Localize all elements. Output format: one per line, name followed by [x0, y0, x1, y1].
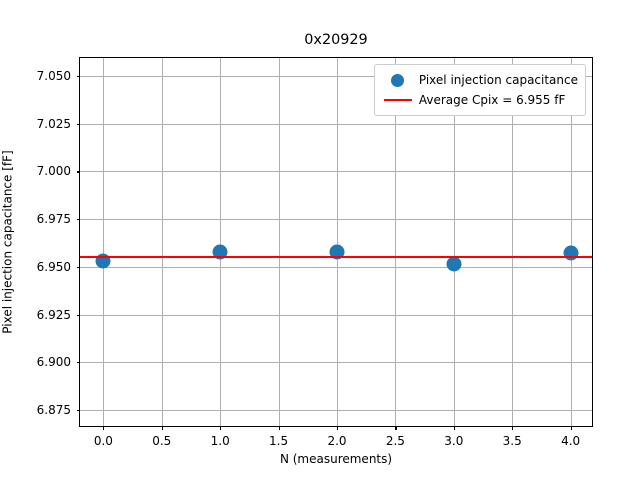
data-point	[563, 245, 579, 261]
gridline-horizontal	[80, 362, 592, 364]
legend-item-scatter: Pixel injection capacitance	[381, 70, 578, 90]
chart-title: 0x20929	[304, 32, 368, 48]
y-axis-tick	[76, 362, 80, 364]
gridline-horizontal	[80, 219, 592, 221]
y-axis-tick	[76, 123, 80, 125]
x-axis-tick-label: 3.0	[444, 434, 464, 448]
x-axis-tick-label: 3.5	[502, 434, 522, 448]
legend-marker-icon	[381, 73, 415, 87]
x-axis-tick	[570, 426, 572, 430]
plot-area: 6.875 6.900 6.925 6.950 6.975 7.000 7.025 7.050…	[37, 57, 593, 448]
data-point	[329, 244, 345, 260]
y-axis-tick	[76, 219, 80, 221]
gridline-vertical	[161, 58, 163, 426]
y-axis-tick	[76, 76, 80, 78]
data-layer	[80, 58, 592, 426]
data-point	[95, 253, 111, 269]
average-line	[80, 256, 592, 259]
gridline-horizontal	[80, 266, 592, 268]
chart-legend: Pixel injection capacitance Average Cpix…	[373, 64, 586, 116]
gridline-horizontal	[80, 409, 592, 411]
y-axis-tick-label: 6.875	[36, 402, 71, 417]
y-axis-label-text: Pixel injection capacitance [fF]	[1, 150, 15, 334]
x-axis-tick-label: 0.0	[93, 434, 113, 448]
x-axis-tick-label: 1.5	[269, 434, 289, 448]
gridline-vertical	[512, 58, 514, 426]
legend-line-icon	[381, 99, 415, 101]
gridline-horizontal	[80, 76, 592, 78]
x-axis-tick-label: 1.0	[210, 434, 230, 448]
y-axis-tick-label: 7.050	[36, 69, 71, 84]
legend-label-scatter: Pixel injection capacitance	[418, 73, 578, 87]
gridline-vertical	[278, 58, 280, 426]
gridline-vertical	[453, 58, 455, 426]
x-axis-label: N (measurements)	[279, 452, 393, 466]
y-axis-tick-label: 7.000	[36, 164, 71, 179]
x-axis-tick	[161, 426, 163, 430]
gridline-vertical	[337, 58, 338, 426]
y-axis-label: Pixel injection capacitance [fF]	[0, 57, 16, 427]
data-point	[446, 256, 462, 272]
x-axis-tick-label: 0.5	[152, 434, 172, 448]
x-axis-tick-label: 2.0	[327, 434, 347, 448]
x-axis-tick	[453, 426, 455, 430]
x-axis-tick	[220, 426, 222, 430]
y-axis-tick-label: 6.975	[36, 212, 71, 227]
x-axis-tick	[395, 426, 397, 430]
gridline-vertical	[103, 58, 105, 426]
x-axis-tick	[278, 426, 280, 430]
gridline-vertical	[220, 58, 222, 426]
legend-item-average: Average Cpix = 6.955 fF	[381, 90, 578, 110]
y-axis-tick	[76, 409, 80, 411]
gridlines	[80, 58, 592, 426]
y-axis-tick-label: 6.950	[36, 259, 71, 274]
gridline-vertical	[395, 58, 397, 426]
data-point	[212, 244, 228, 260]
y-axis-tick	[76, 171, 80, 173]
gridline-horizontal	[80, 314, 592, 316]
legend-label-average: Average Cpix = 6.955 fF	[418, 93, 566, 107]
x-axis-tick-label: 4.0	[561, 434, 581, 448]
y-axis-tick-label: 6.900	[36, 355, 71, 370]
x-axis-tick-label: 2.5	[385, 434, 405, 448]
x-axis-tick	[512, 426, 514, 430]
gridline-horizontal	[80, 123, 592, 125]
y-axis-tick-label: 7.025	[36, 116, 71, 131]
y-axis-tick-label: 6.925	[36, 307, 71, 322]
y-axis-tick	[76, 266, 80, 268]
x-axis-tick	[337, 426, 339, 430]
gridline-vertical	[570, 58, 572, 426]
y-axis-tick	[76, 314, 80, 316]
x-axis-tick	[103, 426, 105, 430]
gridline-horizontal	[80, 171, 592, 173]
